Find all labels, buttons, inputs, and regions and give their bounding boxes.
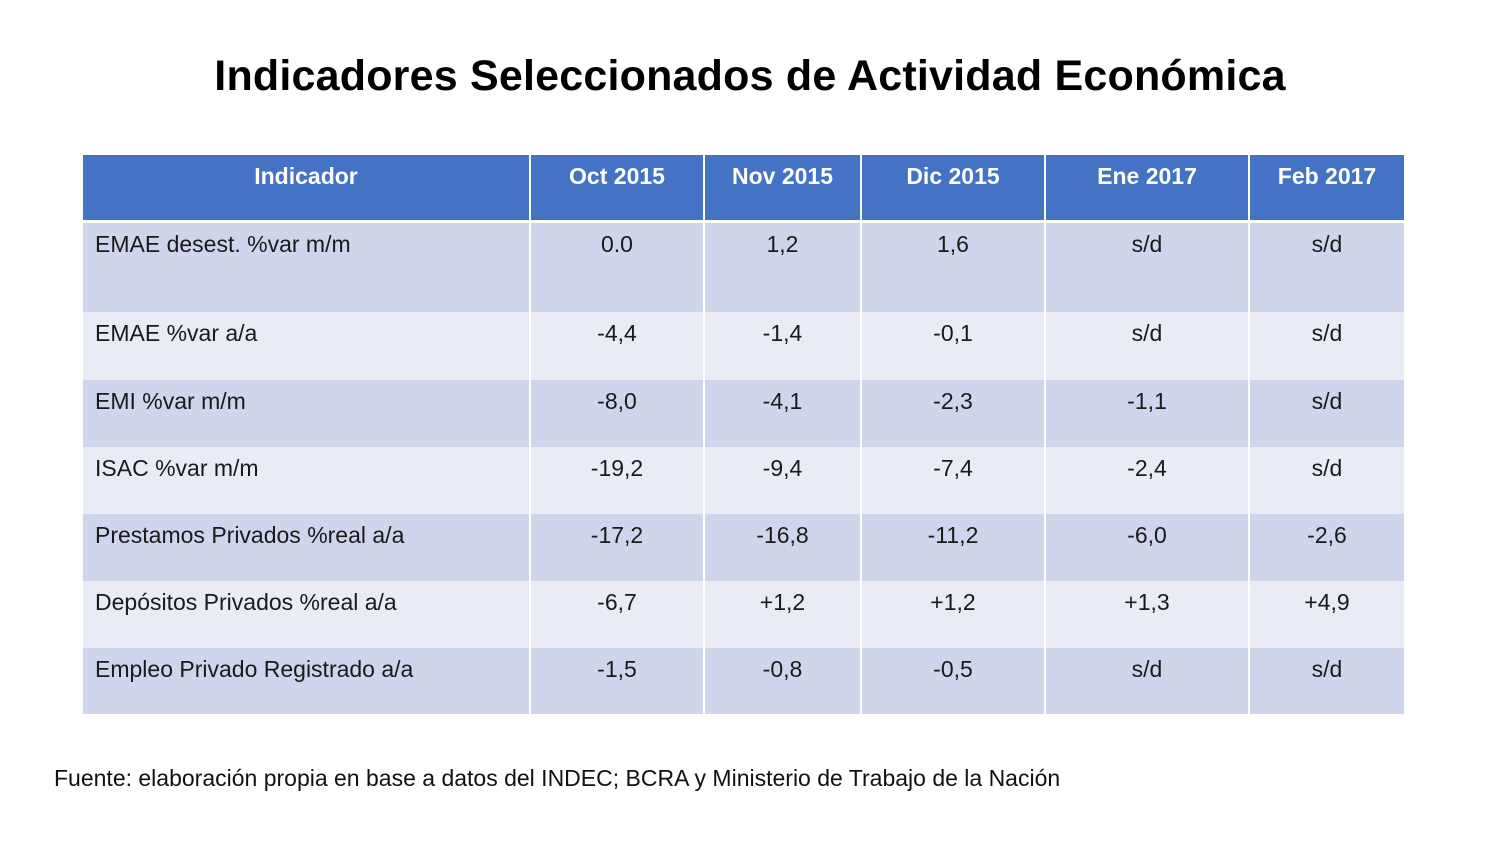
indicator-name: EMAE %var a/a bbox=[83, 312, 530, 380]
table-row: EMAE desest. %var m/m 0.0 1,2 1,6 s/d s/… bbox=[83, 221, 1404, 312]
header-indicador: Indicador bbox=[83, 155, 530, 223]
table-row: Depósitos Privados %real a/a -6,7 +1,2 +… bbox=[83, 581, 1404, 648]
table-cell: -9,4 bbox=[703, 447, 861, 514]
table-row: EMAE %var a/a -4,4 -1,4 -0,1 s/d s/d bbox=[83, 312, 1404, 380]
table-cell: -6,0 bbox=[1044, 514, 1249, 581]
table-cell: +1,2 bbox=[703, 581, 861, 648]
table-cell: 0.0 bbox=[529, 221, 704, 312]
header-dic-2015: Dic 2015 bbox=[860, 155, 1045, 223]
indicators-table: Indicador Oct 2015 Nov 2015 Dic 2015 Ene… bbox=[83, 155, 1404, 714]
indicator-name: ISAC %var m/m bbox=[83, 447, 530, 514]
table-cell: s/d bbox=[1044, 312, 1249, 380]
source-note: Fuente: elaboración propia en base a dat… bbox=[54, 765, 1061, 791]
table-cell: -0,1 bbox=[860, 312, 1045, 380]
table-row: Prestamos Privados %real a/a -17,2 -16,8… bbox=[83, 514, 1404, 581]
table-cell: -1,5 bbox=[529, 648, 704, 714]
table-cell: -7,4 bbox=[860, 447, 1045, 514]
indicator-name: EMAE desest. %var m/m bbox=[83, 221, 530, 312]
table-cell: -17,2 bbox=[529, 514, 704, 581]
table-cell: +1,2 bbox=[860, 581, 1045, 648]
table-cell: -1,4 bbox=[703, 312, 861, 380]
table-cell: s/d bbox=[1248, 447, 1404, 514]
header-ene-2017: Ene 2017 bbox=[1044, 155, 1249, 223]
indicator-name: Prestamos Privados %real a/a bbox=[83, 514, 530, 581]
table-cell: s/d bbox=[1248, 648, 1404, 714]
table-cell: -6,7 bbox=[529, 581, 704, 648]
indicator-name: EMI %var m/m bbox=[83, 380, 530, 447]
table-cell: -2,4 bbox=[1044, 447, 1249, 514]
table-cell: s/d bbox=[1044, 648, 1249, 714]
table-cell: -19,2 bbox=[529, 447, 704, 514]
table-cell: -4,1 bbox=[703, 380, 861, 447]
indicator-name: Empleo Privado Registrado a/a bbox=[83, 648, 530, 714]
table-cell: -8,0 bbox=[529, 380, 704, 447]
table-cell: 1,2 bbox=[703, 221, 861, 312]
table-cell: +4,9 bbox=[1248, 581, 1404, 648]
table-row: ISAC %var m/m -19,2 -9,4 -7,4 -2,4 s/d bbox=[83, 447, 1404, 514]
table-cell: -4,4 bbox=[529, 312, 704, 380]
table-cell: +1,3 bbox=[1044, 581, 1249, 648]
table-cell: -2,6 bbox=[1248, 514, 1404, 581]
table-cell: s/d bbox=[1248, 221, 1404, 312]
table-header-row: Indicador Oct 2015 Nov 2015 Dic 2015 Ene… bbox=[83, 155, 1404, 223]
table-cell: s/d bbox=[1248, 380, 1404, 447]
table-cell: 1,6 bbox=[860, 221, 1045, 312]
table-cell: -1,1 bbox=[1044, 380, 1249, 447]
header-nov-2015: Nov 2015 bbox=[703, 155, 861, 223]
table-cell: s/d bbox=[1248, 312, 1404, 380]
indicator-name: Depósitos Privados %real a/a bbox=[83, 581, 530, 648]
table-row: Empleo Privado Registrado a/a -1,5 -0,8 … bbox=[83, 648, 1404, 714]
table-cell: -2,3 bbox=[860, 380, 1045, 447]
header-oct-2015: Oct 2015 bbox=[529, 155, 704, 223]
page-title: Indicadores Seleccionados de Actividad E… bbox=[214, 52, 1286, 100]
table-cell: s/d bbox=[1044, 221, 1249, 312]
table-cell: -0,8 bbox=[703, 648, 861, 714]
header-feb-2017: Feb 2017 bbox=[1248, 155, 1404, 223]
table-row: EMI %var m/m -8,0 -4,1 -2,3 -1,1 s/d bbox=[83, 380, 1404, 447]
table-cell: -0,5 bbox=[860, 648, 1045, 714]
table-cell: -11,2 bbox=[860, 514, 1045, 581]
table-cell: -16,8 bbox=[703, 514, 861, 581]
